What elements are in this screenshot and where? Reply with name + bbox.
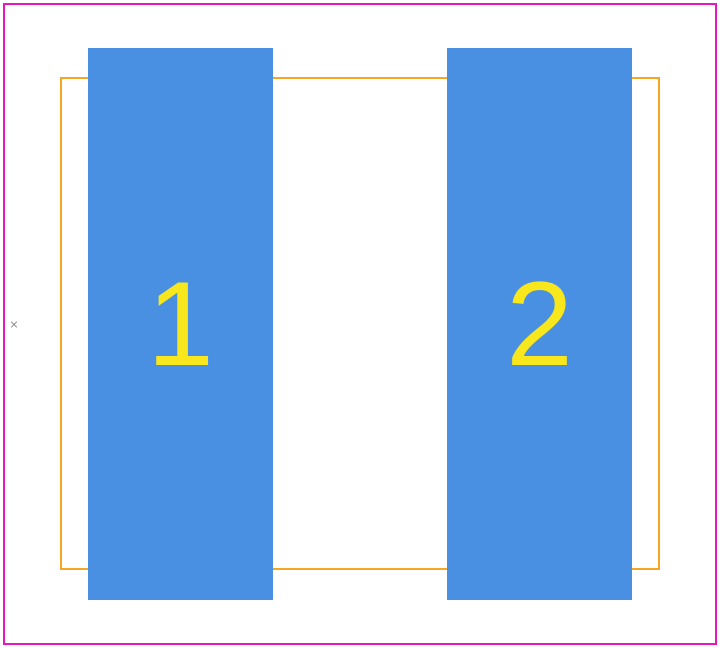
- origin-marker: [10, 320, 18, 328]
- pad1-label: 1: [147, 255, 214, 393]
- pad1: 1: [88, 48, 273, 600]
- pad2: 2: [447, 48, 632, 600]
- outline-segment-left: [60, 77, 62, 570]
- pad2-label: 2: [506, 255, 573, 393]
- outline-segment-right: [658, 77, 660, 570]
